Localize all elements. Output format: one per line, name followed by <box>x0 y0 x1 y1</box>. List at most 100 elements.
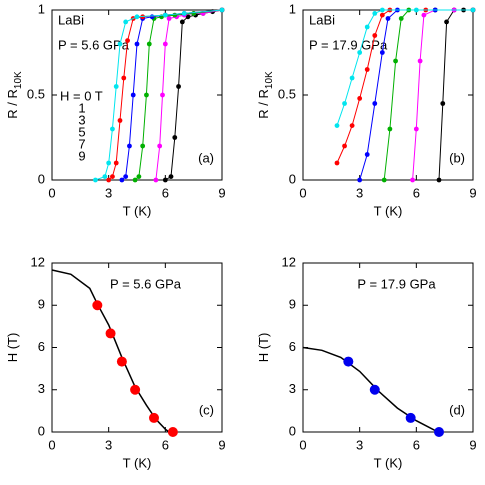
x-tick-label: 3 <box>105 437 112 452</box>
data-point <box>117 118 123 123</box>
data-point <box>334 123 340 128</box>
x-tick-label: 6 <box>413 437 420 452</box>
panel-label: (d) <box>449 402 465 417</box>
data-point <box>123 19 129 25</box>
data-point <box>444 19 449 25</box>
data-point <box>146 41 152 47</box>
data-point <box>185 14 191 20</box>
x-tick-label: 9 <box>218 437 225 452</box>
y-tick-label: 3 <box>38 381 45 396</box>
data-point <box>413 126 419 132</box>
data-point <box>421 12 427 18</box>
x-axis-label: T (K) <box>374 203 403 218</box>
data-point <box>372 101 378 106</box>
panel: 0 3 6 9 0 0.5 1 T (K) R / R10K LaBi P = 17.9 GPa (b… <box>256 1 476 218</box>
data-point <box>167 427 178 437</box>
data-point <box>92 300 103 311</box>
data-point <box>136 174 142 180</box>
data-point <box>357 50 363 55</box>
y-tick-label: 9 <box>289 297 296 312</box>
data-point <box>413 7 419 13</box>
data-point <box>157 143 163 149</box>
x-tick-label: 0 <box>48 437 55 452</box>
data-point <box>364 67 370 72</box>
x-tick-label: 6 <box>162 185 169 200</box>
series-line <box>336 9 473 164</box>
data-point <box>410 177 415 183</box>
panel: 0 3 6 9 0 3 6 9 12 T (K) H (T) P = 17.9 GPa (d) <box>256 254 476 470</box>
data-point <box>106 177 112 183</box>
y-tick-label: 12 <box>31 254 45 269</box>
data-point <box>172 135 178 140</box>
data-point <box>440 101 446 106</box>
legend-entry: 3 <box>78 112 85 127</box>
y-axis-label-main: R / R <box>256 89 271 119</box>
data-point <box>140 143 146 149</box>
data-point <box>127 143 132 149</box>
y-tick-label: 1 <box>38 1 45 16</box>
data-point <box>379 7 385 13</box>
data-point <box>121 75 127 81</box>
y-tick-label: 0 <box>289 423 296 438</box>
data-point <box>110 126 115 132</box>
data-point <box>357 177 363 183</box>
x-tick-label: 0 <box>299 185 306 200</box>
y-tick-label: 1 <box>289 1 296 16</box>
sample-label: LaBi <box>58 12 84 27</box>
plot-frame <box>302 9 474 181</box>
data-point <box>349 123 355 128</box>
data-point <box>105 328 116 339</box>
y-tick-label: 6 <box>38 339 45 354</box>
data-point <box>149 412 159 423</box>
y-axis-label-sub: 10K <box>264 71 275 89</box>
data-point <box>117 41 123 47</box>
data-point <box>334 160 340 166</box>
pressure-label: P = 5.6 GPa <box>58 37 130 52</box>
legend-entry: 1 <box>78 100 85 115</box>
y-tick-label: 0.5 <box>27 86 45 101</box>
data-point <box>119 177 125 183</box>
pressure-label: P = 17.9 GPa <box>309 37 388 52</box>
data-point <box>191 11 197 16</box>
x-tick-label: 9 <box>469 185 476 200</box>
data-point <box>144 92 149 98</box>
y-axis-label-main: H (T) <box>256 333 271 363</box>
data-point <box>436 177 442 183</box>
y-axis-label-main: H (T) <box>5 333 20 363</box>
data-point <box>393 58 398 64</box>
data-point <box>405 412 416 423</box>
panel: 0 3 6 9 0 0.5 1 T (K) R / R10K LaBi P = 5.6 GPa (a)… <box>5 1 225 218</box>
x-tick-label: 3 <box>356 185 363 200</box>
y-tick-label: 12 <box>282 254 296 269</box>
series-line <box>155 9 223 181</box>
data-point <box>181 11 187 16</box>
data-point <box>349 75 355 81</box>
panel-label: (b) <box>449 150 465 165</box>
fit-curve <box>51 269 170 433</box>
y-axis-label: R / R10K <box>256 71 274 119</box>
data-point <box>130 384 141 395</box>
legend-entry: H = 0 T <box>60 88 103 103</box>
data-point <box>385 16 391 21</box>
sample-label: LaBi <box>309 12 335 27</box>
data-point <box>110 174 115 180</box>
data-point <box>134 14 140 20</box>
x-tick-label: 6 <box>162 437 169 452</box>
data-point <box>113 84 119 89</box>
data-point <box>166 16 172 21</box>
y-tick-label: 0.5 <box>278 86 296 101</box>
pressure-label: P = 17.9 GPa <box>357 276 436 291</box>
y-axis-label: H (T) <box>5 333 20 363</box>
data-point <box>343 356 354 367</box>
data-point <box>381 177 387 183</box>
data-point <box>372 33 378 38</box>
legend-entry: 5 <box>78 124 85 139</box>
panel-label: (a) <box>198 150 214 165</box>
x-tick-label: 3 <box>105 185 112 200</box>
data-point <box>106 160 112 166</box>
x-tick-label: 0 <box>48 185 55 200</box>
data-point <box>379 50 385 55</box>
data-point <box>369 384 380 395</box>
data-point <box>172 12 178 18</box>
x-axis-label: T (K) <box>123 203 152 218</box>
